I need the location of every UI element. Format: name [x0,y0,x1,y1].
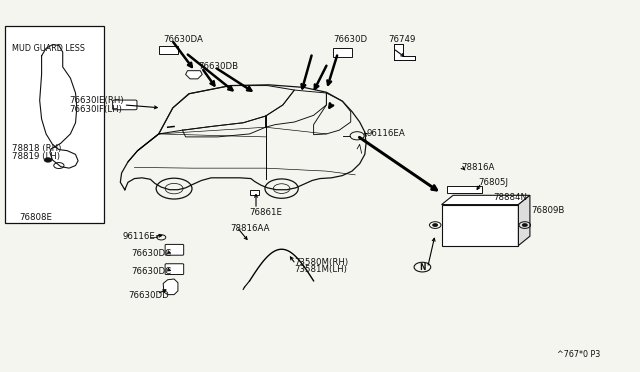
Text: 76749: 76749 [388,35,416,44]
FancyBboxPatch shape [165,264,184,275]
Bar [442,205,518,246]
Circle shape [433,224,438,227]
Text: 76630IE(RH): 76630IE(RH) [69,96,124,105]
Bar [333,48,352,57]
Text: 76809B: 76809B [531,206,564,215]
Text: 76630DB: 76630DB [198,62,239,71]
Text: 73581M(LH): 73581M(LH) [294,265,348,274]
Circle shape [44,158,52,162]
Bar [447,186,482,193]
Text: N: N [419,263,426,272]
Text: 78884N: 78884N [493,193,527,202]
Text: 78816AA: 78816AA [230,224,270,233]
Text: 76861E: 76861E [250,208,283,217]
Bar [5,26,104,223]
FancyBboxPatch shape [165,244,184,255]
Text: 76630DC: 76630DC [131,249,172,258]
Polygon shape [518,195,530,246]
Text: 96116E: 96116E [123,232,156,241]
Text: 76630DC: 76630DC [131,267,172,276]
Polygon shape [442,195,530,205]
FancyBboxPatch shape [113,100,137,110]
Text: MUD GUARD LESS: MUD GUARD LESS [12,44,84,53]
Text: 76630IF(LH): 76630IF(LH) [69,105,122,114]
Text: 78819 (LH): 78819 (LH) [12,153,60,161]
Text: ^767*0 P3: ^767*0 P3 [557,350,600,359]
Text: 76630D: 76630D [333,35,367,44]
Bar [250,190,259,195]
Polygon shape [163,279,178,295]
Text: 76805J: 76805J [479,178,509,187]
Polygon shape [394,44,415,60]
Bar [159,46,178,54]
Polygon shape [186,71,202,79]
Text: 76808E: 76808E [19,213,52,222]
Text: 76630DA: 76630DA [163,35,203,44]
Text: 78816A: 78816A [461,163,494,172]
Text: 76630DD: 76630DD [128,291,169,300]
Text: 96116EA: 96116EA [367,129,406,138]
Text: 78818 (RH): 78818 (RH) [12,144,61,153]
Text: 73580M(RH): 73580M(RH) [294,258,349,267]
Circle shape [522,224,527,227]
